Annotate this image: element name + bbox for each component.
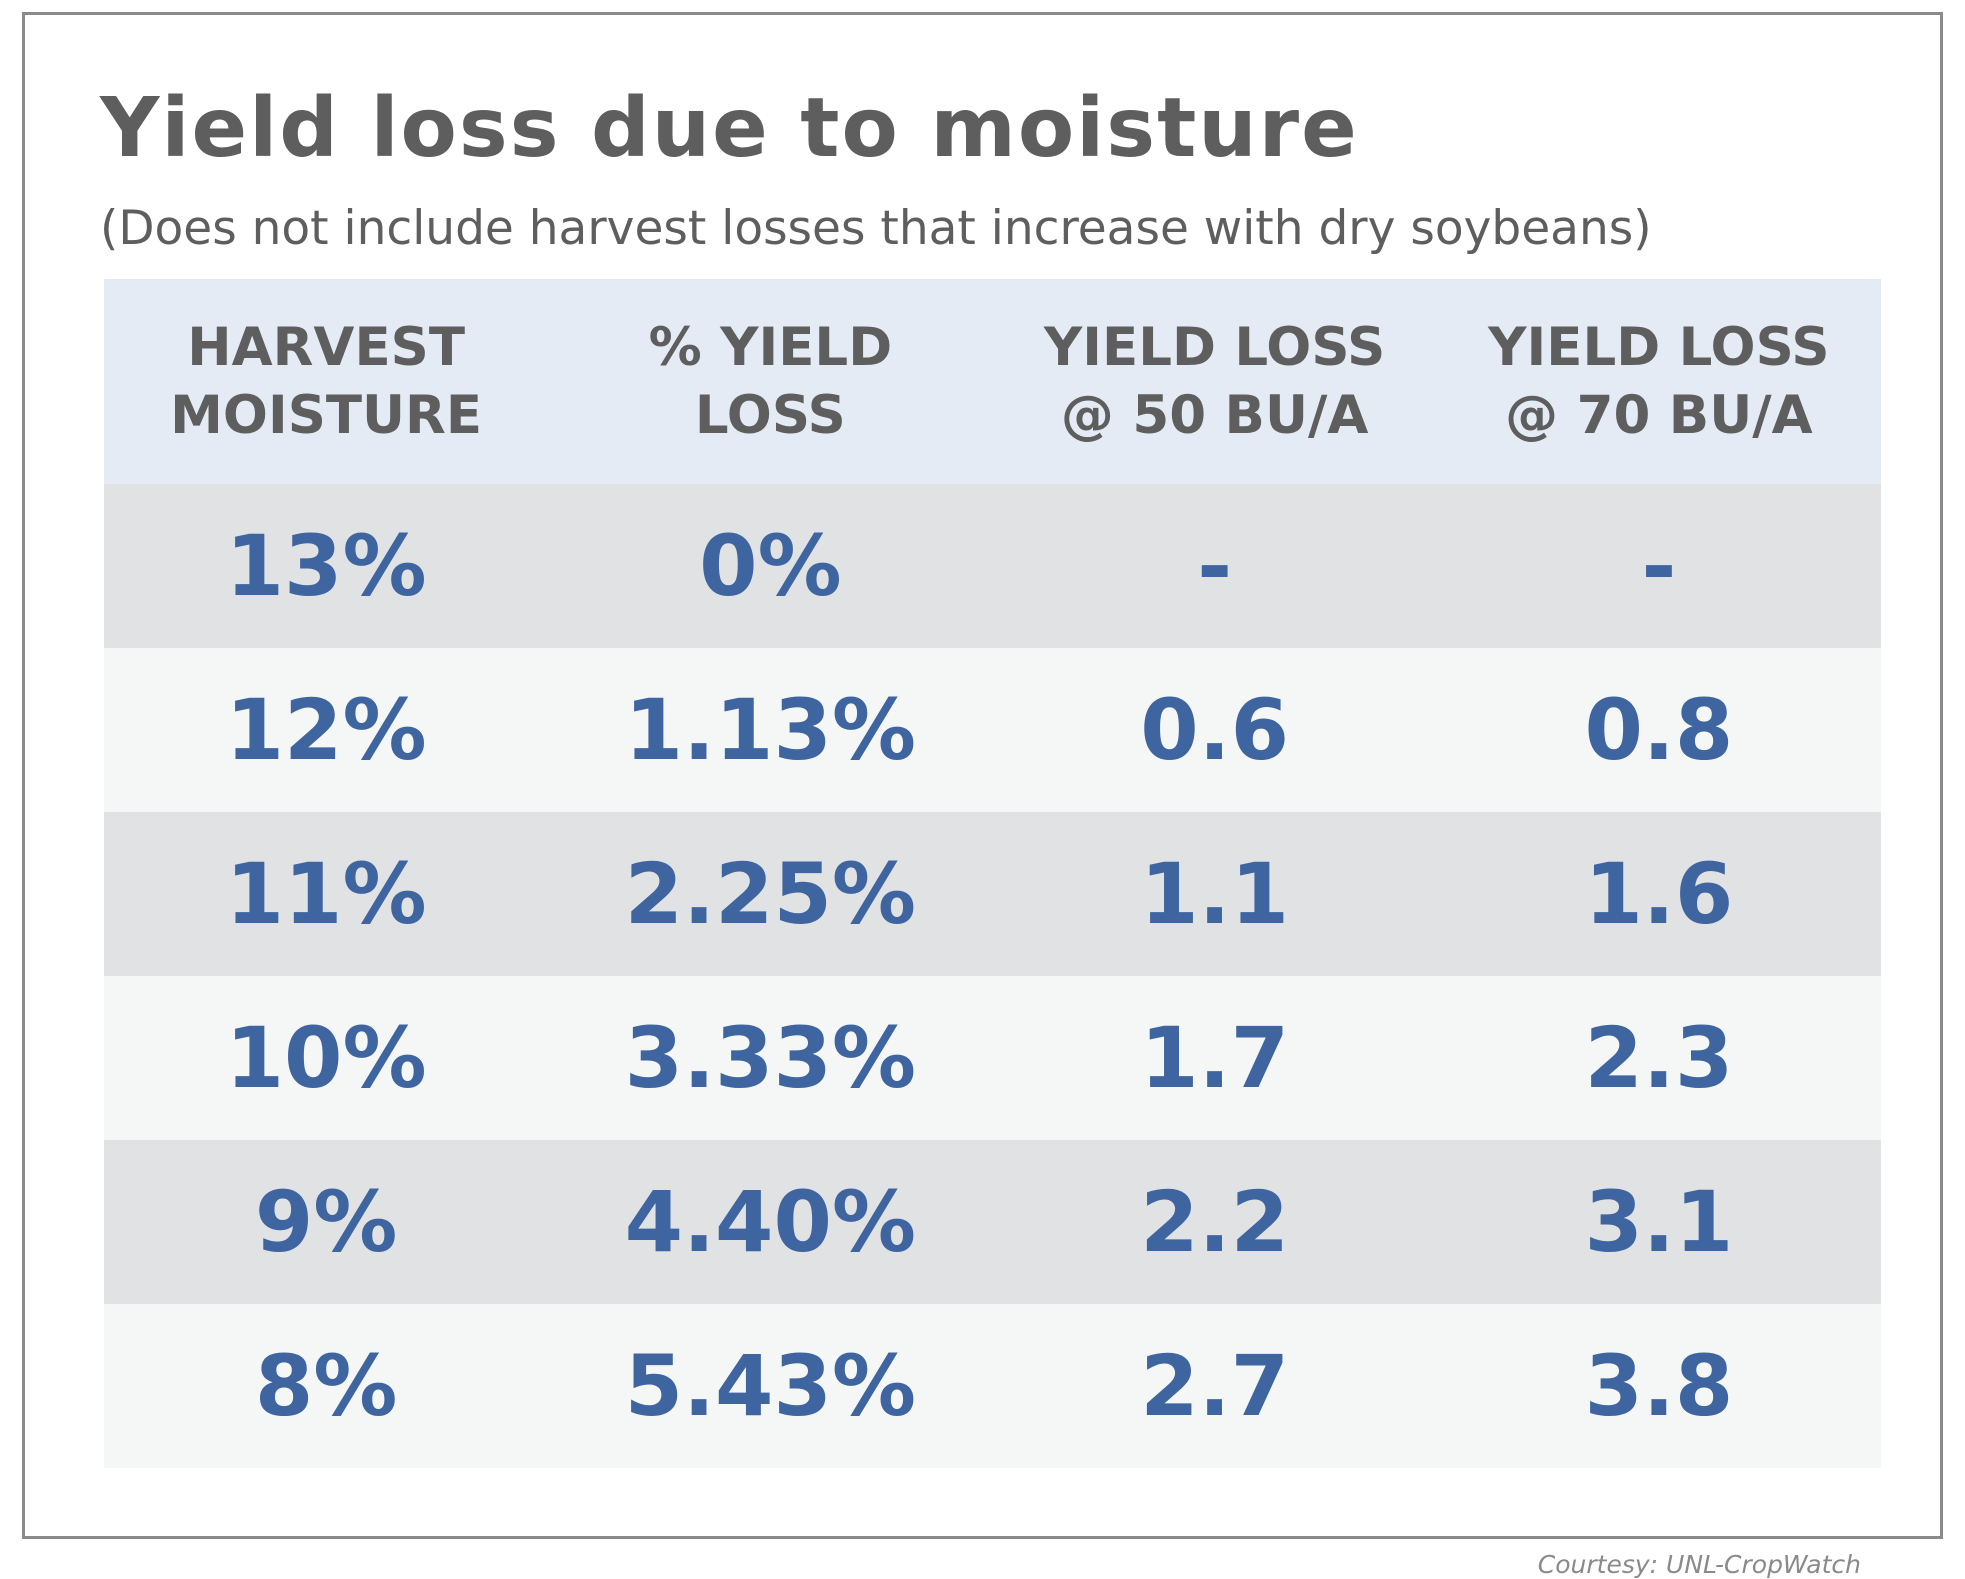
column-header-line: HARVEST (187, 316, 465, 378)
table-cell-yield-loss-70: 3.1 (1436, 1140, 1881, 1304)
column-header-line: YIELD LOSS (1488, 316, 1830, 378)
table-cell-percent-yield-loss: 5.43% (548, 1304, 993, 1468)
column-header-harvest-moisture: HARVEST MOISTURE (104, 279, 549, 484)
column-header-yield-loss-70: YIELD LOSS @ 70 BU/A (1436, 279, 1881, 484)
table-cell-yield-loss-50: 0.6 (992, 648, 1437, 812)
table-cell-yield-loss-50: 2.2 (992, 1140, 1437, 1304)
table-cell-yield-loss-50: 2.7 (992, 1304, 1437, 1468)
table-cell-yield-loss-50: 1.7 (992, 976, 1437, 1140)
table-header: HARVEST MOISTURE% YIELD LOSS YIELD LOSS @ 50… (104, 279, 1881, 484)
table-cell-harvest-moisture: 9% (104, 1140, 549, 1304)
table-cell-yield-loss-70: 1.6 (1436, 812, 1881, 976)
table-cell-harvest-moisture: 10% (104, 976, 549, 1140)
chart-title: Yield loss due to moisture (100, 81, 1359, 176)
chart-subtitle: (Does not include harvest losses that in… (100, 201, 1652, 256)
table-cell-percent-yield-loss: 0% (548, 484, 993, 648)
table-row: 13% 0% - - (104, 484, 1881, 648)
table-cell-percent-yield-loss: 2.25% (548, 812, 993, 976)
header-row: HARVEST MOISTURE% YIELD LOSS YIELD LOSS @ 50… (104, 279, 1881, 484)
table-row: 9% 4.40% 2.2 3.1 (104, 1140, 1881, 1304)
column-header-line: MOISTURE (170, 384, 483, 446)
table-cell-yield-loss-70: 3.8 (1436, 1304, 1881, 1468)
table-cell-yield-loss-70: 2.3 (1436, 976, 1881, 1140)
table-cell-percent-yield-loss: 4.40% (548, 1140, 993, 1304)
column-header-line: % YIELD (648, 316, 893, 378)
column-header-yield-loss-50: YIELD LOSS @ 50 BU/A (992, 279, 1437, 484)
yield-loss-table-container: HARVEST MOISTURE% YIELD LOSS YIELD LOSS @ 50… (104, 279, 1881, 1468)
column-header-line: @ 50 BU/A (1060, 384, 1369, 446)
table-row: 12% 1.13% 0.6 0.8 (104, 648, 1881, 812)
yield-loss-table: HARVEST MOISTURE% YIELD LOSS YIELD LOSS @ 50… (104, 279, 1881, 1468)
column-header-line: LOSS (694, 384, 846, 446)
source-credit: Courtesy: UNL-CropWatch (1537, 1550, 1861, 1579)
column-header-line: YIELD LOSS (1043, 316, 1386, 378)
table-cell-harvest-moisture: 12% (104, 648, 549, 812)
table-body: 13% 0% - -12% 1.13% 0.6 0.8 11% 2.25% 1.1 1.6 10% 3.… (104, 484, 1881, 1468)
table-cell-percent-yield-loss: 1.13% (548, 648, 993, 812)
table-cell-harvest-moisture: 11% (104, 812, 549, 976)
table-cell-yield-loss-50: - (992, 484, 1437, 648)
column-header-percent-yield-loss: % YIELD LOSS (548, 279, 993, 484)
column-header-line: @ 70 BU/A (1505, 384, 1813, 446)
table-row: 8% 5.43% 2.7 3.8 (104, 1304, 1881, 1468)
table-cell-harvest-moisture: 13% (104, 484, 549, 648)
table-cell-yield-loss-50: 1.1 (992, 812, 1437, 976)
table-cell-yield-loss-70: - (1436, 484, 1881, 648)
table-cell-percent-yield-loss: 3.33% (548, 976, 993, 1140)
table-row: 10% 3.33% 1.7 2.3 (104, 976, 1881, 1140)
table-cell-harvest-moisture: 8% (104, 1304, 549, 1468)
table-cell-yield-loss-70: 0.8 (1436, 648, 1881, 812)
table-row: 11% 2.25% 1.1 1.6 (104, 812, 1881, 976)
